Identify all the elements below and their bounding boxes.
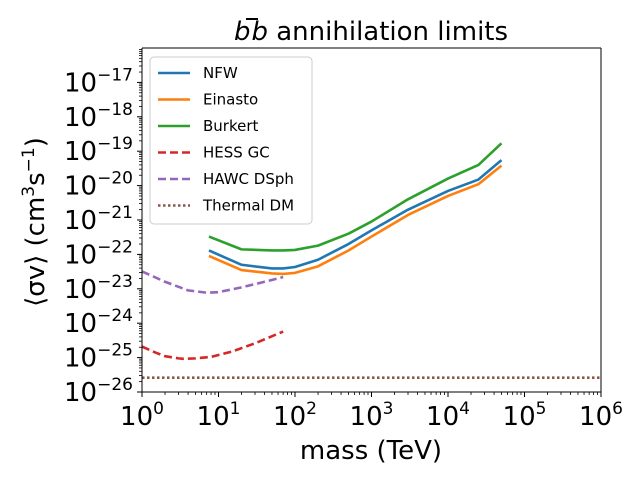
x-tick-label: 102 [273, 399, 317, 432]
x-tick-label: 104 [426, 399, 470, 432]
x-axis-label: mass (TeV) [300, 436, 442, 466]
y-tick-label: 10−24 [64, 306, 133, 339]
y-tick-label: 10−17 [64, 65, 133, 98]
series-line-hawc-dsph [142, 270, 284, 295]
chart-title: bb annihilation limits [234, 17, 508, 47]
series-line-burkert [208, 142, 503, 252]
legend-label-hawc-dsph: HAWC DSph [203, 170, 294, 188]
y-tick-label: 10−22 [64, 237, 133, 270]
y-tick-label: 10−18 [64, 100, 133, 133]
series-layer [142, 142, 601, 380]
legend-label-nfw: NFW [203, 64, 238, 82]
y-tick-label: 10−19 [64, 134, 133, 167]
y-axis-label: ⟨σv⟩ (cm3s−1) [19, 137, 51, 307]
ticks-layer: 100 101 102 103 104 105 10610−2610−2510−2410−2… [64, 49, 623, 432]
legend-label-thermal-dm: Thermal DM [202, 197, 294, 215]
series-line-einasto [208, 164, 503, 276]
x-tick-label: 101 [197, 399, 241, 432]
x-tick-label: 100 [120, 399, 164, 432]
x-tick-label: 106 [579, 399, 623, 432]
series-line-nfw [208, 159, 503, 270]
x-tick-label: 103 [350, 399, 394, 432]
series-line-hess-gc [142, 330, 284, 361]
legend-label-hess-gc: HESS GC [203, 144, 270, 162]
legend: NFW Einasto Burkert HESS GC HAWC DSph Thermal… [149, 56, 313, 225]
y-tick-label: 10−23 [64, 272, 133, 305]
y-tick-label: 10−20 [64, 169, 133, 202]
y-tick-label: 10−26 [64, 375, 133, 408]
legend-label-einasto: Einasto [203, 91, 258, 109]
legend-box [149, 56, 313, 225]
y-tick-label: 10−21 [64, 203, 133, 236]
x-tick-label: 105 [503, 399, 547, 432]
legend-label-burkert: Burkert [203, 117, 259, 135]
y-tick-label: 10−25 [64, 341, 133, 374]
